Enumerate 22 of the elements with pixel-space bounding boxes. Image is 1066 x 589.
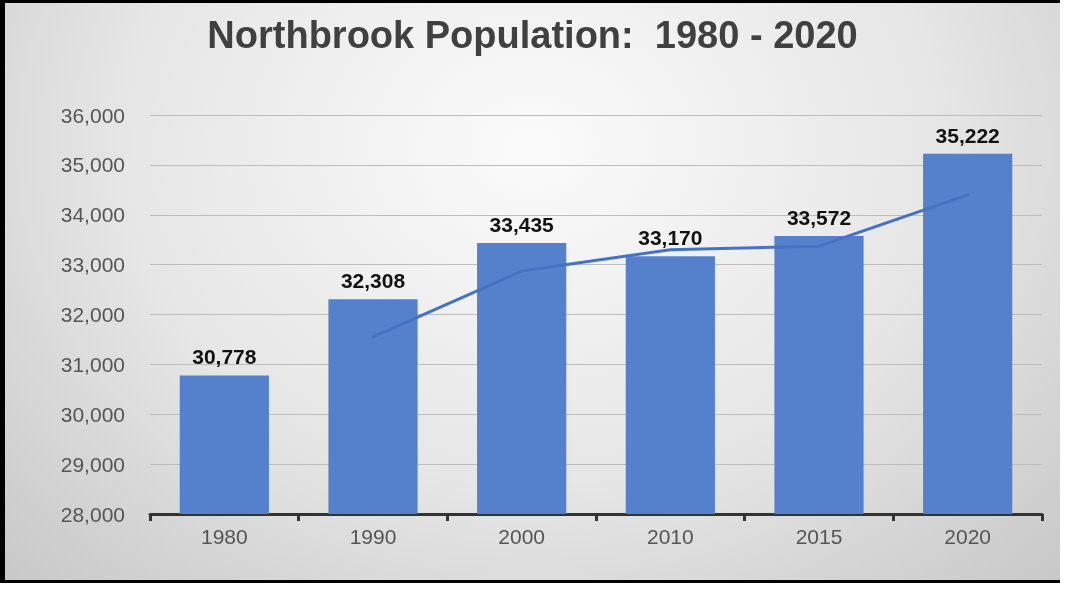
chart-title: Northbrook Population: 1980 - 2020 — [207, 14, 858, 56]
data-label: 30,778 — [192, 345, 257, 369]
x-tick-label: 2015 — [795, 525, 843, 548]
y-tick-label: 35,000 — [60, 153, 125, 177]
data-label: 33,435 — [489, 212, 555, 236]
y-tick-label: 29,000 — [60, 452, 125, 476]
x-tick-label: 2000 — [498, 525, 546, 548]
x-tick-label: 1990 — [349, 525, 397, 548]
y-tick-label: 31,000 — [60, 352, 125, 376]
y-tick-label: 30,000 — [60, 402, 125, 426]
data-label: 33,572 — [786, 206, 852, 230]
y-tick-label: 33,000 — [60, 253, 125, 277]
y-tick-label: 36,000 — [60, 103, 125, 127]
data-label: 32,308 — [340, 269, 406, 293]
x-tick-label: 1980 — [200, 525, 248, 548]
data-label: 33,170 — [638, 226, 703, 250]
x-tick-label: 2020 — [944, 525, 992, 548]
y-tick-label: 34,000 — [60, 203, 125, 227]
data-label: 35,222 — [935, 123, 1000, 147]
x-tick-label: 2010 — [646, 525, 694, 548]
y-tick-label: 32,000 — [60, 303, 125, 326]
y-tick-label: 28,000 — [60, 502, 125, 526]
